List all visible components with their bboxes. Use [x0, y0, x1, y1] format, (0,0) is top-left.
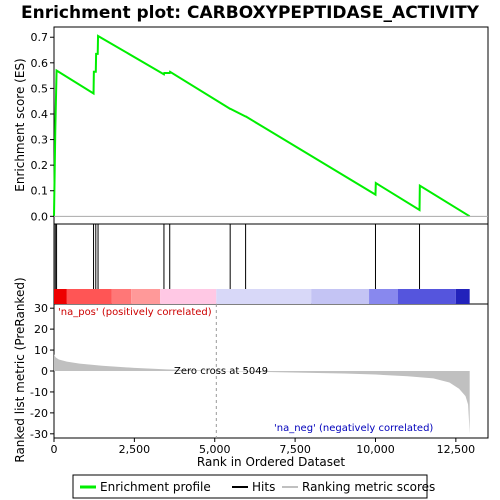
metric-layer — [54, 304, 470, 438]
legend-label-enrichment: Enrichment profile — [100, 480, 211, 494]
es-ytick-label-1: 0.1 — [31, 185, 49, 198]
es-ytick-label-6: 0.6 — [31, 57, 49, 70]
es-ytick-label-5: 0.5 — [31, 82, 49, 95]
color-bar-segment-1 — [66, 289, 112, 304]
xtick-label-1: 2,500 — [119, 443, 151, 456]
es-ytick-label-0: 0.0 — [31, 210, 49, 223]
xtick-label-2: 5,000 — [199, 443, 231, 456]
color-bar-segment-7 — [369, 289, 398, 304]
color-bar-segment-5 — [216, 289, 312, 304]
es-ylabel: Enrichment score (ES) — [13, 58, 27, 191]
hits-layer — [54, 224, 421, 289]
color-bar-segment-8 — [397, 289, 456, 304]
enrichment-profile-line — [53, 34, 471, 218]
zero-cross-label: Zero cross at 5049 — [174, 366, 268, 377]
color-bar — [54, 289, 470, 304]
legend-label-metric: Ranking metric scores — [302, 480, 435, 494]
metric-ytick-label-6: 30 — [34, 302, 48, 315]
metric-ylabel: Ranked list metric (PreRanked) — [13, 277, 27, 462]
metric-ytick-label-2: -10 — [30, 386, 48, 399]
metric-ytick-label-4: 10 — [34, 344, 48, 357]
color-bar-segment-2 — [111, 289, 132, 304]
es-ytick-label-4: 0.4 — [31, 108, 49, 121]
legend-box — [72, 474, 428, 499]
xtick-label-0: 0 — [51, 443, 58, 456]
color-bar-segment-4 — [160, 289, 217, 304]
metric-area — [54, 354, 470, 434]
es-ytick-label-7: 0.7 — [31, 31, 49, 44]
es-ytick-label-3: 0.3 — [31, 134, 49, 147]
xlabel: Rank in Ordered Dataset — [197, 455, 345, 469]
chart-title: Enrichment plot: CARBOXYPEPTIDASE_ACTIVI… — [21, 3, 480, 23]
xtick-label-3: 7,500 — [279, 443, 311, 456]
metric-ytick-label-1: -20 — [30, 407, 48, 420]
es-panel — [53, 26, 489, 225]
neg-label: 'na_neg' (negatively correlated) — [274, 423, 433, 434]
color-bar-segment-0 — [54, 289, 67, 304]
color-bar-segment-6 — [311, 289, 370, 304]
es-layer — [53, 34, 488, 218]
pos-label: 'na_pos' (positively correlated) — [58, 307, 212, 318]
axes-layer: 0.0 0.1 0.2 0.3 0.4 0.5 0.6 0.7 -30 -20 -10 0 10 20 30… — [30, 31, 475, 456]
color-bar-segment-9 — [455, 289, 470, 304]
es-ytick-label-2: 0.2 — [31, 159, 49, 172]
color-bar-segment-3 — [131, 289, 161, 304]
legend-label-hits: Hits — [252, 480, 275, 494]
metric-ytick-label-5: 20 — [34, 323, 48, 336]
metric-ytick-label-0: -30 — [30, 428, 48, 441]
xtick-label-5: 12,500 — [437, 443, 476, 456]
xtick-label-4: 10,000 — [356, 443, 395, 456]
metric-ytick-label-3: 0 — [41, 365, 48, 378]
